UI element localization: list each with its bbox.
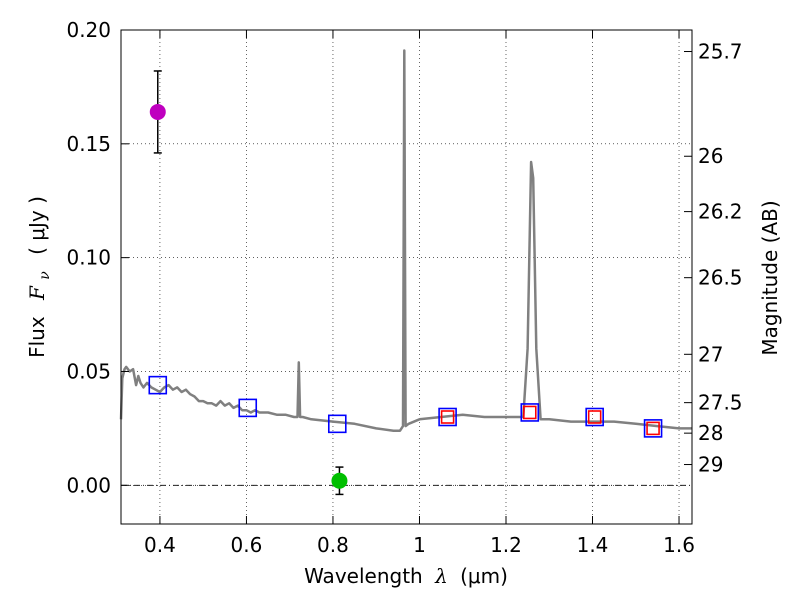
x-axis-unit: (μm)	[460, 564, 508, 588]
model-photometry-marker	[585, 407, 604, 427]
y-tick-label: 0.05	[66, 359, 111, 383]
y2-tick-label: 29	[698, 453, 723, 477]
detection-point	[149, 103, 166, 120]
model-photometry-marker	[438, 407, 457, 427]
observed-photometry-marker	[440, 410, 455, 424]
y2-tick-label: 27	[698, 342, 723, 366]
grid-lines	[121, 29, 692, 524]
y2-tick-label: 26	[698, 144, 723, 168]
observed-photometry-marker	[522, 405, 537, 420]
y-tick-label: 0.10	[66, 246, 111, 270]
model-photometry-marker	[148, 375, 168, 395]
model-photometry-marker	[643, 419, 663, 438]
model-photometry-marker	[327, 414, 347, 434]
y2-tick-label: 25.7	[698, 40, 743, 64]
observed-photometry-marker	[646, 421, 660, 436]
y2-tick-label: 26.5	[698, 266, 743, 290]
y2-tick-label: 27.5	[698, 391, 743, 415]
x-tick-label: 0.6	[231, 533, 263, 557]
x-axis-label: Wavelength λ (μm)	[304, 564, 508, 588]
y-tick-label: 0.20	[66, 18, 111, 42]
model-photometry-marker	[238, 398, 258, 418]
y-axis-label-text: Flux	[25, 316, 49, 358]
x-axis-symbol: λ	[434, 564, 448, 588]
x-tick-label: 1.6	[663, 533, 695, 557]
y-axis-label: Flux F ν ( μJy )	[25, 196, 54, 358]
spectrum-line	[119, 49, 692, 432]
plot-frame	[120, 29, 693, 525]
non-detection-point	[331, 472, 348, 489]
x-tick-label: 1.4	[577, 533, 609, 557]
y-axis-symbol: F	[25, 285, 49, 301]
y2-axis-label: Magnitude (AB)	[758, 200, 782, 355]
observed-photometry-marker	[587, 410, 602, 424]
x-tick-label: 1	[413, 533, 426, 557]
y-tick-label: 0.15	[66, 132, 111, 156]
series-layer	[119, 49, 692, 496]
x-axis-label-text: Wavelength	[304, 564, 423, 588]
model-photometry-marker	[520, 403, 540, 422]
y-axis-subscript: ν	[37, 271, 53, 280]
y-axis-unit: ( μJy )	[25, 196, 49, 255]
x-tick-label: 1.2	[490, 533, 522, 557]
y2-tick-label: 26.2	[698, 200, 743, 224]
tick-layer: 0.4 0.6 0.8 1 1.2 1.4 1.6 0.00 0.05 0.10 0.15 0.20 2…	[66, 18, 742, 557]
x-tick-label: 0.4	[144, 533, 176, 557]
x-tick-label: 0.8	[317, 533, 349, 557]
y-tick-label: 0.00	[66, 473, 111, 497]
y2-tick-label: 28	[698, 421, 723, 445]
